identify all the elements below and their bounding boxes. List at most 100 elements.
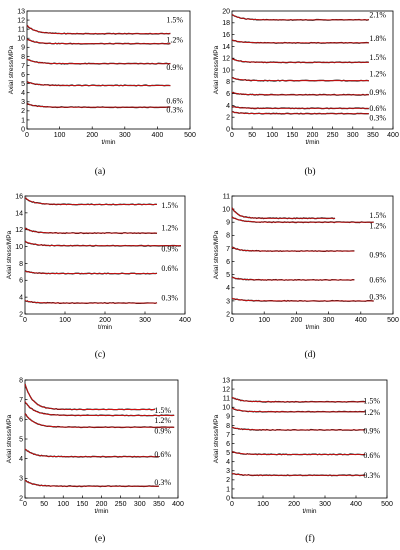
y-tick-label: 2 — [19, 495, 23, 502]
y-tick-label: 5 — [21, 81, 25, 88]
x-tick-label: 150 — [287, 132, 299, 139]
plot-frame — [231, 379, 388, 499]
series-label: 1.2% — [154, 416, 171, 425]
series-label: 1.2% — [166, 36, 183, 45]
y-axis-label: Axial stress/MPa — [6, 230, 13, 279]
y-tick-label: 1 — [226, 486, 230, 493]
x-tick-label: 200 — [307, 132, 319, 139]
series-1.2%-fit — [231, 407, 366, 413]
y-tick-label: 14 — [222, 44, 230, 51]
series-1.2%-fit — [231, 77, 369, 82]
y-tick-label: 2 — [21, 108, 25, 115]
panel-label: (b) — [304, 166, 315, 177]
y-tick-label: 8 — [21, 54, 25, 61]
series-label: 1.5% — [369, 211, 386, 220]
series-label: 0.6% — [166, 96, 183, 105]
series-label: 1.5% — [161, 201, 178, 210]
y-tick-label: 5 — [226, 450, 230, 457]
series-1.5%-fit — [24, 383, 156, 410]
y-tick-label: 13 — [222, 377, 230, 384]
series-label: 0.3% — [154, 478, 171, 487]
series-1.5%-fit — [231, 207, 336, 219]
x-tick-label: 300 — [347, 132, 359, 139]
series-1.2%-data — [24, 401, 175, 417]
y-tick-label: 9 — [21, 45, 25, 52]
y-tick-label: 11 — [223, 193, 230, 200]
series-0.6%-fit — [26, 81, 171, 86]
series-1.5%-fit — [231, 58, 369, 63]
y-tick-label: 8 — [226, 79, 230, 86]
series-0.3%-fit — [231, 473, 366, 476]
series-label: 0.9% — [363, 426, 380, 435]
panel-b: 0 50 100 150 200 250 300 350 400 0 2 4 6 8 10 12 14 16 18 2… — [213, 8, 399, 177]
series-0.6%-fit — [231, 106, 369, 109]
series-0.3%-fit — [26, 103, 171, 108]
series-label: 1.2% — [369, 70, 386, 79]
y-tick-label: 2 — [226, 311, 230, 318]
series-0.6%-fit — [231, 451, 366, 455]
x-tick-label: 0 — [230, 501, 234, 508]
y-tick-label: 4 — [226, 103, 230, 110]
y-tick-label: 2 — [19, 311, 23, 318]
y-tick-label: 2 — [226, 477, 230, 484]
series-1.2%-fit — [24, 227, 157, 234]
x-tick-label: 200 — [291, 317, 303, 324]
y-axis-label: Axial stress/MPa — [8, 45, 15, 94]
series-0.3%-fit — [24, 479, 159, 487]
series-label: 0.6% — [161, 264, 178, 273]
x-tick-label: 500 — [381, 501, 393, 508]
y-tick-label: 11 — [223, 396, 230, 403]
x-tick-label: 500 — [387, 317, 399, 324]
x-tick-label: 50 — [40, 501, 48, 508]
series-label: 2.1% — [369, 11, 386, 20]
series-2.1%-fit — [231, 14, 369, 21]
x-axis-label: t/min — [98, 324, 112, 331]
y-tick-label: 20 — [222, 8, 230, 15]
y-tick-label: 6 — [226, 91, 230, 98]
x-tick-label: 400 — [152, 132, 164, 139]
x-tick-label: 400 — [179, 317, 191, 324]
y-tick-label: 8 — [19, 377, 23, 384]
series-0.9%-fit — [231, 246, 355, 252]
y-tick-label: 10 — [222, 207, 230, 214]
panel-label: (a) — [95, 166, 106, 177]
y-tick-label: 3 — [226, 468, 230, 475]
series-label: 0.9% — [161, 245, 178, 254]
x-tick-label: 150 — [77, 501, 89, 508]
x-tick-label: 100 — [57, 501, 69, 508]
series-label: 0.6% — [154, 450, 171, 459]
y-tick-label: 6 — [19, 417, 23, 424]
x-tick-label: 0 — [25, 132, 29, 139]
series-label: 0.6% — [363, 451, 380, 460]
series-0.9%-fit — [24, 241, 181, 247]
x-tick-label: 200 — [86, 132, 98, 139]
x-tick-label: 300 — [119, 132, 131, 139]
y-tick-label: 4 — [19, 456, 23, 463]
y-tick-label: 14 — [15, 210, 23, 217]
y-tick-label: 6 — [19, 278, 23, 285]
y-tick-label: 10 — [17, 36, 25, 43]
y-tick-label: 16 — [222, 32, 230, 39]
x-axis-label: t/min — [305, 324, 319, 331]
series-0.9%-fit — [26, 58, 171, 65]
series-0.6%-fit — [24, 448, 159, 458]
y-tick-label: 12 — [15, 227, 23, 234]
y-tick-label: 4 — [226, 285, 230, 292]
y-tick-label: 7 — [19, 397, 23, 404]
x-tick-label: 50 — [248, 132, 256, 139]
y-axis-label: Axial stress/MPa — [213, 45, 220, 94]
series-0.9%-fit — [231, 91, 369, 96]
series-1.5%-data — [24, 383, 156, 411]
x-tick-label: 0 — [230, 317, 234, 324]
y-tick-label: 9 — [226, 220, 230, 227]
y-tick-label: 12 — [222, 386, 230, 393]
y-tick-label: 3 — [21, 99, 25, 106]
series-label: 0.3% — [363, 471, 380, 480]
x-tick-label: 500 — [184, 132, 196, 139]
y-tick-label: 7 — [226, 246, 230, 253]
plot-frame — [231, 195, 394, 315]
y-tick-label: 4 — [19, 295, 23, 302]
series-1.2%-fit — [231, 216, 374, 223]
x-tick-label: 0 — [23, 501, 27, 508]
panel-label: (c) — [95, 349, 106, 360]
